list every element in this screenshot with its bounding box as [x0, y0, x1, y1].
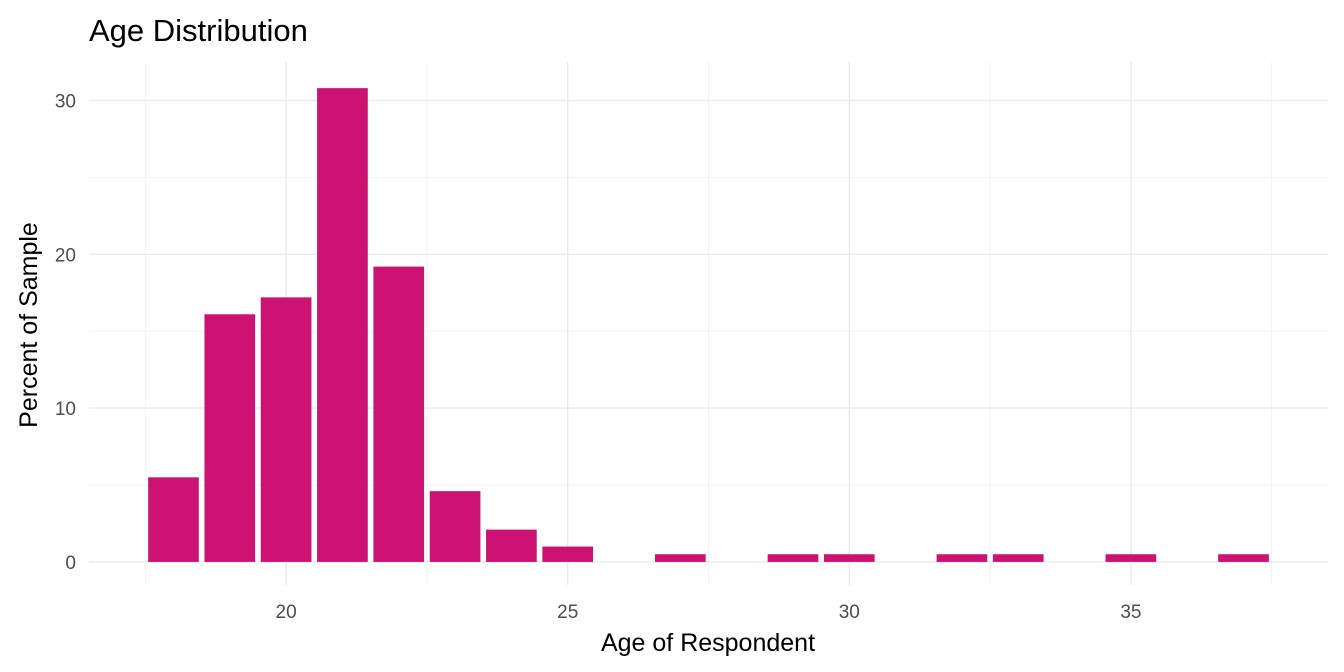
x-tick-label: 30: [839, 602, 860, 623]
x-tick-label: 25: [557, 602, 578, 623]
bar-age-19: [204, 314, 256, 562]
y-tick-label: 30: [55, 91, 76, 112]
bar-age-32: [936, 554, 988, 562]
bar-age-33: [992, 554, 1044, 562]
y-tick-label: 20: [55, 245, 76, 266]
bar-age-23: [429, 491, 481, 562]
bar-age-20: [260, 297, 312, 562]
y-axis-ticks: 0 10 20 30: [55, 91, 76, 573]
y-tick-label: 0: [65, 553, 76, 574]
chart-title: Age Distribution: [89, 13, 308, 48]
y-tick-label: 10: [55, 399, 76, 420]
bar-age-22: [373, 266, 425, 562]
y-axis-title: Percent of Sample: [15, 222, 43, 428]
bar-age-37: [1218, 554, 1269, 562]
bar-age-35: [1105, 554, 1157, 562]
bar-age-27: [654, 554, 706, 562]
bar-age-25: [542, 546, 594, 562]
bar-age-21: [317, 88, 368, 562]
bar-age-18: [148, 477, 199, 562]
x-axis-ticks: 20 25 30 35: [276, 602, 1142, 623]
x-axis-title: Age of Respondent: [601, 629, 815, 657]
bar-age-24: [486, 529, 537, 562]
bars: [148, 88, 1269, 562]
bar-age-29: [767, 554, 819, 562]
bar-age-30: [823, 554, 875, 562]
x-tick-label: 35: [1120, 602, 1141, 623]
x-tick-label: 20: [276, 602, 297, 623]
